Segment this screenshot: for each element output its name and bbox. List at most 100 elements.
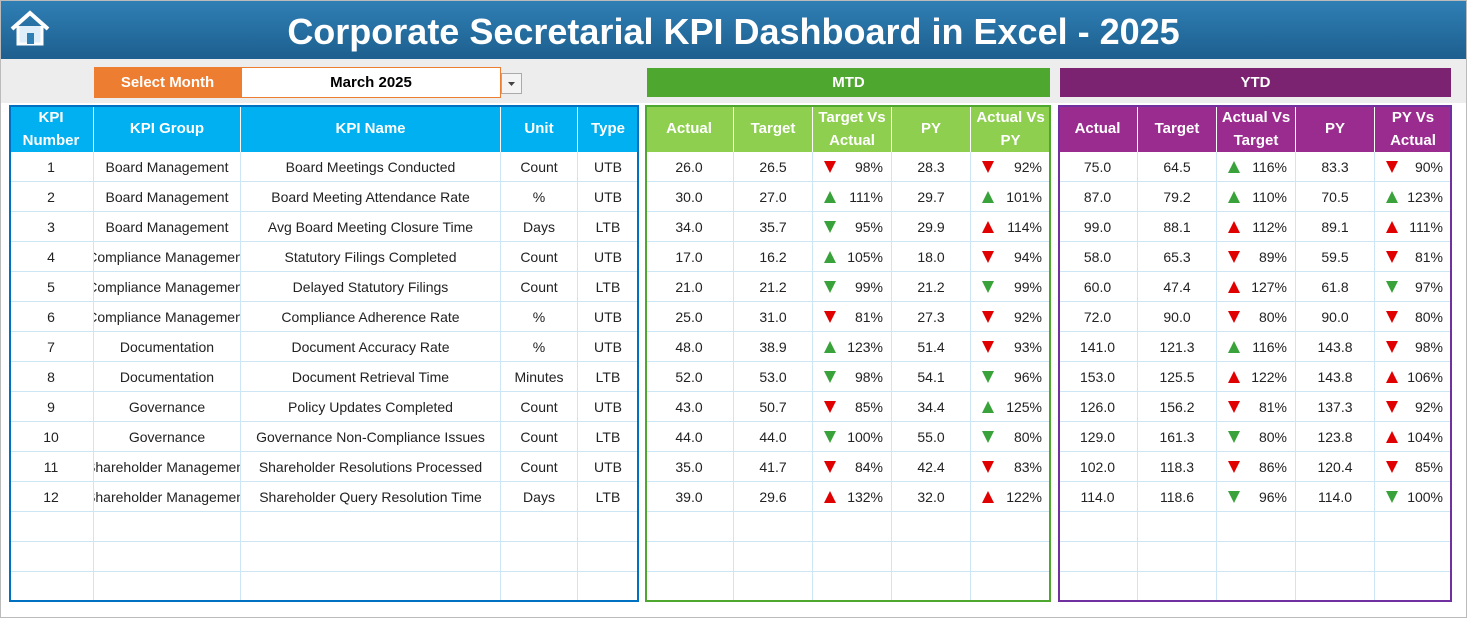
empty-cell	[645, 542, 734, 572]
table-cell: 75.0	[1058, 152, 1138, 182]
column-header: Type	[578, 105, 639, 152]
table-cell: Minutes	[501, 362, 578, 392]
table-cell: Board Management	[94, 212, 241, 242]
empty-cell	[1375, 542, 1452, 572]
empty-cell	[9, 542, 94, 572]
empty-cell	[241, 572, 501, 602]
status-arrow	[982, 251, 994, 263]
status-arrow	[982, 401, 994, 413]
empty-cell	[1296, 542, 1375, 572]
table-cell: 114.0	[1296, 482, 1375, 512]
table-cell: 25.0	[645, 302, 734, 332]
status-arrow	[982, 281, 994, 293]
table-cell: Governance	[94, 422, 241, 452]
table-cell: 98%	[813, 362, 892, 392]
status-arrow	[824, 491, 836, 503]
empty-cell	[241, 542, 501, 572]
month-select[interactable]: March 2025	[241, 67, 501, 98]
table-cell: 31.0	[734, 302, 813, 332]
empty-cell	[1058, 572, 1138, 602]
column-header: PY	[892, 105, 971, 152]
status-arrow	[982, 191, 994, 203]
table-cell: 50.7	[734, 392, 813, 422]
status-arrow	[1228, 461, 1240, 473]
status-arrow	[1386, 491, 1398, 503]
table-cell: 47.4	[1138, 272, 1217, 302]
table-cell: Compliance Management	[94, 242, 241, 272]
empty-cell	[971, 512, 1051, 542]
column-header: Actual	[645, 105, 734, 152]
table-cell: 111%	[1375, 212, 1452, 242]
table-cell: 100%	[813, 422, 892, 452]
table-cell: 125.5	[1138, 362, 1217, 392]
empty-cell	[94, 512, 241, 542]
table-cell: 39.0	[645, 482, 734, 512]
table-cell: 44.0	[734, 422, 813, 452]
status-arrow	[1228, 221, 1240, 233]
table-cell: 51.4	[892, 332, 971, 362]
table-cell: 35.0	[645, 452, 734, 482]
empty-cell	[1217, 512, 1296, 542]
status-arrow	[1228, 491, 1240, 503]
empty-cell	[94, 572, 241, 602]
table-cell: 64.5	[1138, 152, 1217, 182]
table-cell: 79.2	[1138, 182, 1217, 212]
column-header: Target Vs Actual	[813, 105, 892, 152]
table-cell: 99.0	[1058, 212, 1138, 242]
table-cell: 120.4	[1296, 452, 1375, 482]
table-cell: 35.7	[734, 212, 813, 242]
column-header: KPI Number	[9, 105, 94, 152]
status-arrow	[1228, 371, 1240, 383]
table-cell: 90.0	[1138, 302, 1217, 332]
table-cell: 132%	[813, 482, 892, 512]
table-cell: Documentation	[94, 362, 241, 392]
table-cell: 153.0	[1058, 362, 1138, 392]
status-arrow	[1386, 461, 1398, 473]
column-header: Target	[734, 105, 813, 152]
column-header: Unit	[501, 105, 578, 152]
table-cell: Count	[501, 242, 578, 272]
dropdown-button[interactable]	[501, 73, 522, 94]
status-arrow	[824, 251, 836, 263]
table-cell: 44.0	[645, 422, 734, 452]
status-arrow	[982, 431, 994, 443]
table-cell: %	[501, 182, 578, 212]
table-cell: 38.9	[734, 332, 813, 362]
empty-cell	[1138, 542, 1217, 572]
table-cell: 116%	[1217, 332, 1296, 362]
table-cell: Count	[501, 152, 578, 182]
table-cell: UTB	[578, 392, 639, 422]
table-cell: 86%	[1217, 452, 1296, 482]
home-icon[interactable]	[9, 9, 51, 47]
table-cell: 85%	[813, 392, 892, 422]
table-cell: LTB	[578, 212, 639, 242]
table-cell: 110%	[1217, 182, 1296, 212]
table-cell: %	[501, 332, 578, 362]
empty-cell	[1058, 542, 1138, 572]
empty-cell	[1058, 512, 1138, 542]
table-cell: 102.0	[1058, 452, 1138, 482]
dashboard-title: Corporate Secretarial KPI Dashboard in E…	[287, 11, 1180, 52]
table-cell: 141.0	[1058, 332, 1138, 362]
table-cell: 112%	[1217, 212, 1296, 242]
status-arrow	[982, 161, 994, 173]
status-arrow	[824, 281, 836, 293]
table-cell: UTB	[578, 152, 639, 182]
status-arrow	[1386, 251, 1398, 263]
table-cell: 12	[9, 482, 94, 512]
table-cell: 125%	[971, 392, 1051, 422]
table-cell: UTB	[578, 182, 639, 212]
table-cell: 137.3	[1296, 392, 1375, 422]
table-cell: 85%	[1375, 452, 1452, 482]
status-arrow	[824, 371, 836, 383]
table-cell: Document Retrieval Time	[241, 362, 501, 392]
table-cell: 114.0	[1058, 482, 1138, 512]
column-header: Target	[1138, 105, 1217, 152]
table-cell: Days	[501, 212, 578, 242]
empty-cell	[1217, 542, 1296, 572]
table-cell: UTB	[578, 332, 639, 362]
table-cell: 123%	[1375, 182, 1452, 212]
table-cell: 80%	[971, 422, 1051, 452]
table-cell: 121.3	[1138, 332, 1217, 362]
table-cell: 99%	[813, 272, 892, 302]
